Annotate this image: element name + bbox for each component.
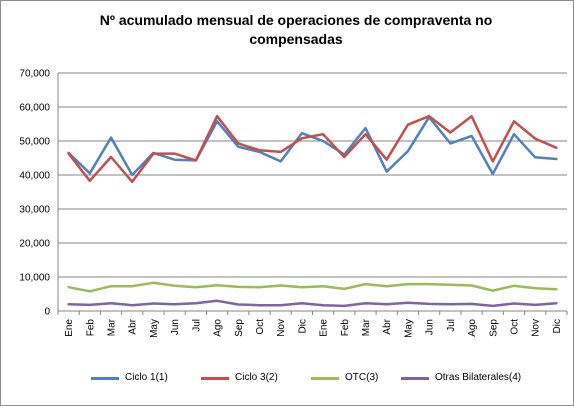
y-tick-label: 60,000 [19,103,50,114]
legend-swatch [201,377,229,380]
legend-item: Ciclo 3(2) [201,371,325,385]
series-line-4 [67,299,558,308]
x-tick-label: Mar [107,318,118,336]
x-tick-label: Feb [85,319,96,337]
x-tick-label: Sep [234,319,245,337]
legend-label: Ciclo 3(2) [235,372,278,383]
x-tick-label: Ago [467,319,478,337]
legend-swatch [401,377,429,380]
series-line-1 [67,115,558,177]
x-tick-label: Jul [446,319,457,332]
legend-item: OTC(3) [311,371,435,385]
legend-item: Otras Bilaterales(4) [401,371,525,385]
legend-label: Otras Bilaterales(4) [435,372,522,383]
legend: Ciclo 1(1) Ciclo 3(2) OTC(3) Otras Bilatera… [91,371,531,401]
x-tick-label: Ene [319,319,330,337]
x-tick-label: Jun [425,319,436,335]
x-tick-label: Nov [531,319,542,337]
y-tick-label: 50,000 [19,137,50,148]
x-tick-label: Jun [170,319,181,335]
x-tick-label: Dic [552,319,563,333]
chart-title: Nº acumulado mensual de operaciones de c… [99,12,493,47]
legend-swatch [311,377,339,380]
series-line-2 [67,114,558,184]
x-tick-label: Oct [255,319,266,335]
x-tick-label: Feb [340,319,351,337]
x-tick-label: Sep [488,319,499,337]
y-tick-label: 10,000 [19,273,50,284]
series-line-3 [67,281,558,293]
x-tick-label: Oct [509,319,520,335]
x-tick-label: Abr [128,318,139,334]
legend-label: Ciclo 1(1) [125,372,168,383]
x-tick-label: Jul [191,319,202,332]
x-tick-label: Abr [382,318,393,334]
x-tick-label: Mar [361,318,372,336]
x-tick-label: May [149,319,160,338]
x-tick-label: Dic [297,319,308,333]
x-tick-label: May [403,319,414,338]
legend-swatch [91,377,119,380]
y-tick-label: 0 [44,307,50,318]
x-tick-label: Ago [213,319,224,337]
legend-label: OTC(3) [345,372,379,383]
x-tick-label: Ene [64,319,75,337]
x-tick-label: Nov [276,319,287,337]
y-tick-label: 40,000 [19,171,50,182]
y-tick-label: 70,000 [19,69,50,80]
y-tick-label: 20,000 [19,239,50,250]
legend-item: Ciclo 1(1) [91,371,215,385]
y-tick-label: 30,000 [19,205,50,216]
